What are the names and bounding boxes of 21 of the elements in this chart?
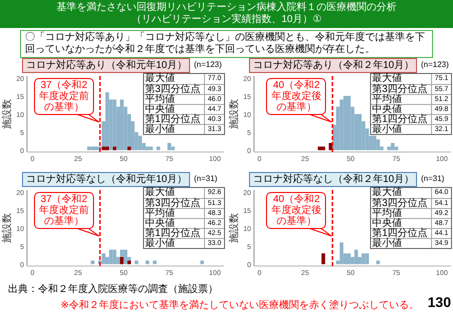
chart-subtitle: (n=31): [194, 174, 218, 183]
ref-line-label: 40（令和2年度改定後の基準）: [266, 192, 326, 229]
chart-subtitle: (n=123): [194, 60, 222, 69]
chart-title: コロナ対応等なし（令和元年10月）: [22, 172, 190, 187]
source-note: 出典：令和２年度入院医療等の調査（施設票）: [8, 284, 218, 296]
y-axis-title: 施設数: [1, 99, 13, 129]
chart-title: コロナ対応等あり（令和元年10月）: [22, 58, 190, 73]
ref-line-label: 40（令和2年度改定後の基準）: [266, 78, 326, 115]
chart-title: コロナ対応等あり（令和２年10月）: [249, 58, 417, 73]
y-axis-title: 施設数: [228, 213, 240, 243]
text: 基準を満たさない回復期リハビリテーション病棟入院料１の医療機関の分析（リハビリテーション実績指数、10月）①: [56, 0, 398, 27]
chart-title: コロナ対応等なし（令和２年10月）: [249, 172, 417, 187]
text: 〇「コロナ対応等あり」「コロナ対応等なし」の医療機関とも、令和元年度では基準を下回っていなかったが令和２年度では基準を下回っている医療機関が存在した。: [20, 30, 433, 58]
text: ※令和２年度において基準を満たしていない医療機関を赤く塗りつぶしている。: [60, 300, 419, 312]
ref-line-label: 37（令和2年度改定前の基準）: [34, 192, 94, 229]
ref-line-label: 37（令和2年度改定前の基準）: [34, 78, 94, 115]
y-axis-title: 施設数: [228, 99, 240, 129]
chart-subtitle: (n=31): [421, 174, 444, 183]
y-axis-title: 施設数: [1, 213, 13, 243]
chart-subtitle: (n=123): [421, 60, 449, 69]
text: 130: [428, 294, 451, 310]
